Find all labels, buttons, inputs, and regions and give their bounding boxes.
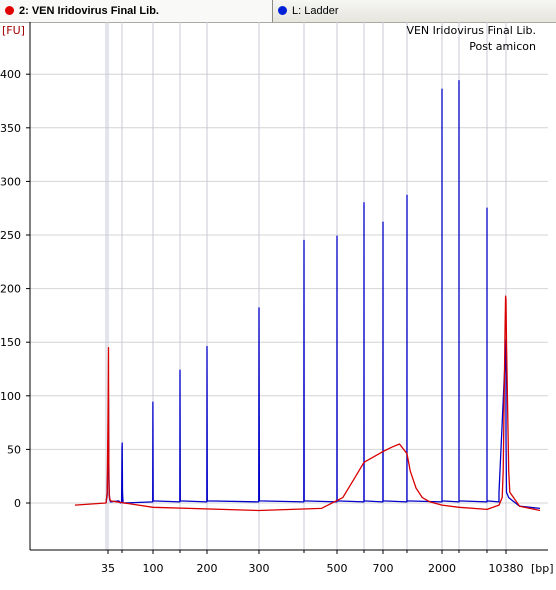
tab-ladder-label: L: Ladder — [292, 5, 339, 17]
y-axis-label: [FU] — [2, 24, 25, 37]
electropherogram-plot: 0 50 100 150 200 250 300 350 400 35 100 200 300 500 7… — [0, 22, 556, 586]
y-tick-label: 50 — [7, 443, 21, 456]
y-tick-label: 200 — [0, 283, 21, 296]
series-group — [74, 79, 541, 512]
x-axis-label: [bp] — [531, 562, 554, 575]
y-tick-label: 250 — [0, 229, 21, 242]
tab-bar: 2: VEN Iridovirus Final Lib. L: Ladder — [0, 0, 556, 23]
y-tick-labels: 0 50 100 150 200 250 300 350 400 — [0, 68, 30, 510]
y-tick-label: 300 — [0, 175, 21, 188]
y-tick-label: 400 — [0, 68, 21, 81]
annotation-line-2: Post amicon — [469, 40, 536, 53]
series-line-sample — [74, 295, 541, 512]
tab-sample-2[interactable]: 2: VEN Iridovirus Final Lib. — [0, 0, 273, 22]
electropherogram-chart: 0 50 100 150 200 250 300 350 400 35 100 200 300 500 7… — [0, 22, 554, 575]
x-tick-label: 35 — [101, 562, 115, 575]
sample-color-dot-icon — [5, 6, 14, 15]
y-tick-label: 0 — [14, 497, 21, 510]
tab-ladder[interactable]: L: Ladder — [273, 0, 556, 22]
y-tick-label: 100 — [0, 390, 21, 403]
x-tick-label: 10380 — [489, 562, 524, 575]
y-tick-label: 150 — [0, 336, 21, 349]
x-tick-label: 100 — [143, 562, 164, 575]
x-tick-label: 2000 — [428, 562, 456, 575]
x-tick-labels: 35 100 200 300 500 700 2000 10380 — [101, 550, 524, 575]
x-tick-label: 200 — [197, 562, 218, 575]
x-tick-label: 500 — [327, 562, 348, 575]
x-tick-label: 700 — [373, 562, 394, 575]
x-tick-label: 300 — [249, 562, 270, 575]
series-line-ladder — [105, 79, 541, 510]
annotation-line-1: VEN Iridovirus Final Lib. — [406, 24, 536, 37]
tab-sample-2-label: 2: VEN Iridovirus Final Lib. — [19, 5, 159, 17]
y-tick-label: 350 — [0, 122, 21, 135]
ladder-color-dot-icon — [278, 6, 287, 15]
